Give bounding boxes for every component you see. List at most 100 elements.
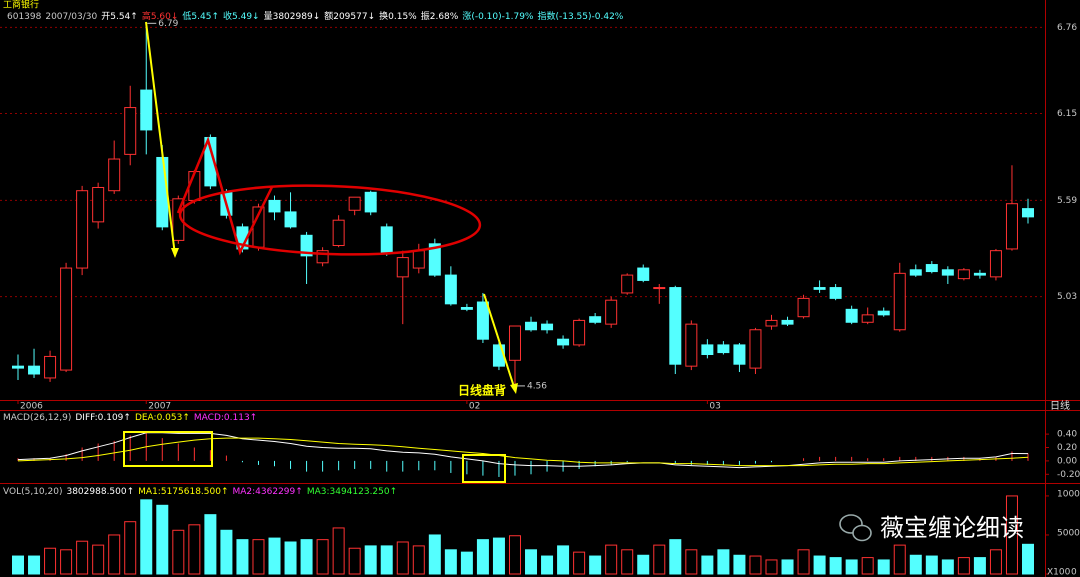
volume-bar [108, 534, 121, 575]
volume-bar [380, 545, 393, 575]
candle-body [589, 316, 602, 323]
candle-body [332, 219, 345, 247]
volume-bar [44, 547, 57, 575]
arrow-head [171, 248, 179, 258]
candle-body [861, 314, 874, 323]
candle-body [380, 226, 393, 253]
candle-body [989, 250, 1002, 278]
legend-item: DEA:0.053↑ [135, 413, 190, 423]
y-tick-label: 0.20 [1057, 443, 1077, 453]
candle-body [1005, 203, 1018, 250]
y-tick-label: 50000 [1057, 528, 1080, 538]
yellow-box [462, 454, 506, 483]
volume-bar [124, 521, 137, 575]
legend-item: 换0.15% [379, 10, 417, 22]
y-tick-label: -0.20 [1057, 470, 1080, 480]
candle-body [12, 365, 24, 369]
legend-title: MACD(26,12,9) [3, 413, 71, 423]
volume-bar [1005, 495, 1018, 575]
volume-bar [172, 529, 185, 575]
candle-body [44, 355, 57, 379]
volume-bar [76, 540, 89, 575]
y-tick-label: 6.15 [1057, 109, 1077, 119]
candle-body [941, 269, 954, 276]
volume-bar [845, 559, 858, 575]
volume-bar [140, 499, 153, 575]
volume-bar [348, 547, 361, 575]
volume-bar [92, 544, 105, 575]
volume-bar [508, 535, 521, 575]
volume-bar [284, 541, 297, 575]
volume-bar [428, 534, 441, 575]
candle-body [172, 198, 185, 241]
period-label: 日线 [1050, 399, 1070, 412]
candle-body [957, 269, 970, 280]
volume-bar [605, 544, 618, 575]
x-tick-label: 2007 [148, 402, 171, 412]
legend-item: DIFF:0.109↑ [75, 413, 131, 423]
candle-body [28, 365, 41, 375]
y-tick-label: 5.59 [1057, 196, 1077, 206]
legend-item: 涨(-0.10)-1.79% [462, 11, 534, 22]
volume-bar [829, 557, 842, 575]
watermark: 薇宝缠论细读 [880, 514, 1024, 542]
stock-name: 工商银行 [3, 0, 39, 11]
annotation: 日线盘背 [458, 383, 506, 398]
candle-body [124, 107, 137, 155]
volume-bar [669, 539, 682, 575]
volume-bar [60, 549, 73, 575]
volume-bar [364, 545, 377, 575]
red-zigzag [176, 136, 274, 256]
legend-item: 3802988.500↑ [66, 487, 134, 497]
candle-body [140, 89, 153, 131]
legend-item: MA3:3494123.250↑ [307, 487, 397, 497]
volume-bar [1022, 543, 1034, 575]
watermark-icon [839, 514, 872, 542]
candle-body [909, 269, 922, 276]
x-tick-label: 03 [709, 402, 720, 412]
yellow-arrow [145, 21, 176, 256]
volume-bar [300, 539, 313, 575]
annotations [123, 21, 518, 483]
volume-bar [877, 559, 890, 575]
candle-body [637, 267, 650, 281]
bubble [852, 524, 872, 542]
candle-body [653, 287, 666, 290]
legend-item: MA2:4362299↑ [233, 487, 303, 497]
candle-body [156, 156, 169, 228]
legend-item: MACD:0.113↑ [194, 413, 257, 423]
x-tick-label: 2006 [20, 402, 43, 412]
candle-body [605, 299, 618, 325]
volume-bar [28, 555, 41, 575]
volume-bar [268, 537, 281, 575]
volume-bar [925, 555, 938, 575]
legend-item: 开5.54↑ [101, 11, 138, 22]
candle-body [92, 186, 105, 223]
candle-body [781, 319, 794, 325]
volume-bar [188, 524, 201, 575]
low-label: 4.56 [527, 381, 547, 391]
volume-bar [236, 539, 249, 575]
y-tick-label: 0 [1071, 568, 1077, 577]
volume-bar [765, 559, 778, 575]
red-ellipse [178, 184, 482, 256]
candle-body [460, 306, 473, 310]
arrow-head [510, 383, 518, 394]
candle-body [508, 325, 521, 361]
candle-body [525, 321, 538, 331]
volume-bar [220, 529, 233, 575]
volume-bar [813, 555, 826, 575]
candle-body [76, 190, 89, 269]
legend-item: 高5.60↓ [142, 10, 179, 22]
volume-bar [749, 555, 762, 575]
quote-line: 601398 2007/03/30 开5.54↑ 高5.60↓ 低5.45↑ 收5.49↓… [7, 10, 624, 22]
legend-item: 量3802989↓ [264, 11, 321, 22]
volume-bar [893, 544, 906, 575]
legend-item: 收5.49↓ [223, 10, 260, 22]
candle-body [300, 234, 313, 257]
volume-bar [861, 557, 874, 575]
candle-body [973, 272, 986, 276]
candle-body [685, 323, 698, 367]
candle-body [204, 136, 217, 187]
